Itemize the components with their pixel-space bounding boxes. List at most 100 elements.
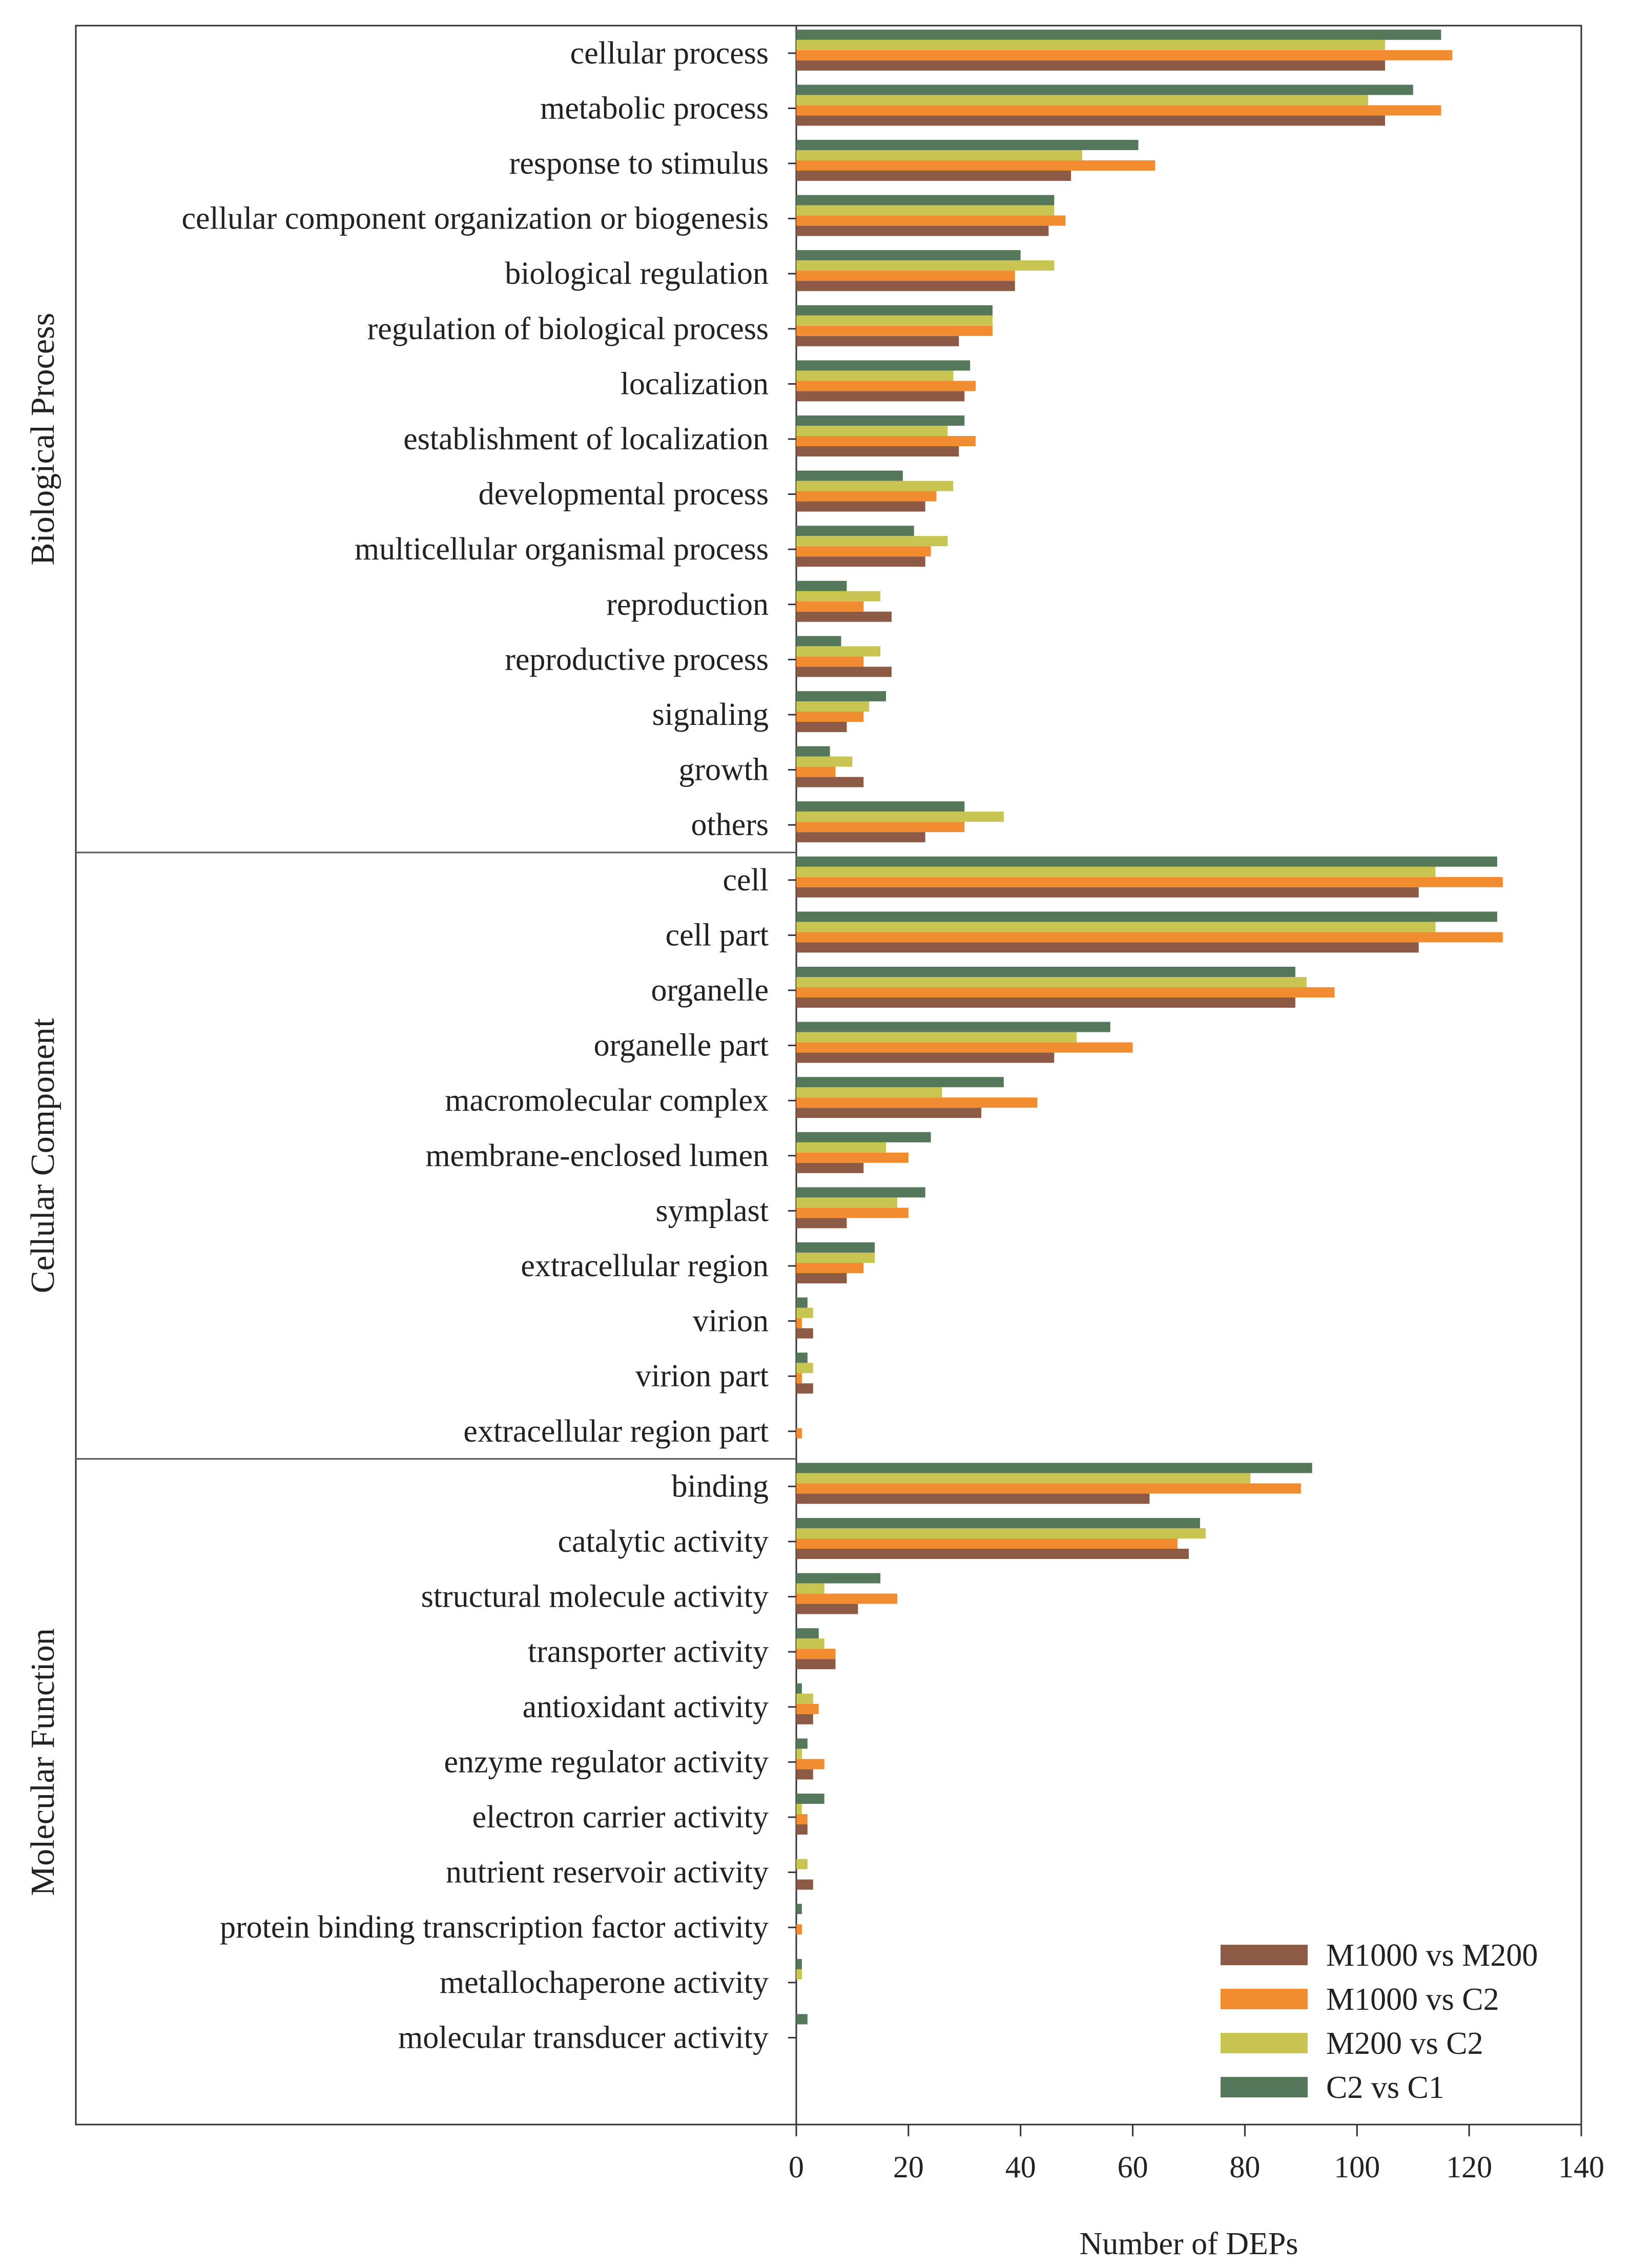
bar-c2-vs-c1 [796, 856, 1497, 867]
bar-m1000-vs-c2 [796, 766, 836, 777]
bar-c2-vs-c1 [796, 967, 1295, 977]
x-tick-label: 140 [1558, 2150, 1604, 2184]
x-tick-label: 120 [1446, 2150, 1492, 2184]
bar-m200-vs-c2 [796, 866, 1436, 877]
x-tick-label: 20 [893, 2150, 924, 2184]
group-label: Cellular Component [24, 1018, 61, 1293]
bar-c2-vs-c1 [796, 1022, 1110, 1032]
bar-m1000-vs-c2 [796, 1152, 909, 1163]
bar-m200-vs-c2 [796, 260, 1055, 271]
category-label: virion part [635, 1359, 769, 1393]
legend-label: M200 vs C2 [1326, 2026, 1483, 2061]
category-label: protein binding transcription factor act… [220, 1910, 769, 1945]
bar-m1000-vs-m200 [796, 1052, 1055, 1063]
x-tick-label: 60 [1118, 2150, 1148, 2184]
bar-m1000-vs-m200 [796, 1549, 1189, 1559]
bar-m1000-vs-c2 [796, 1483, 1301, 1494]
category-label: structural molecule activity [421, 1579, 769, 1614]
category-label: electron carrier activity [472, 1800, 769, 1835]
bar-m1000-vs-m200 [796, 997, 1295, 1008]
bar-m200-vs-c2 [796, 1638, 824, 1649]
bar-m200-vs-c2 [796, 1583, 824, 1594]
bar-m200-vs-c2 [796, 370, 954, 381]
bar-m200-vs-c2 [796, 1528, 1206, 1538]
bar-m1000-vs-c2 [796, 987, 1335, 997]
bar-c2-vs-c1 [796, 250, 1021, 261]
bar-m1000-vs-m200 [796, 446, 959, 456]
bar-c2-vs-c1 [796, 1297, 808, 1308]
legend-swatch [1221, 2077, 1308, 2097]
category-label: cellular component organization or bioge… [181, 201, 769, 236]
bar-m1000-vs-c2 [796, 601, 864, 612]
bar-m1000-vs-m200 [796, 281, 1015, 292]
bar-c2-vs-c1 [796, 746, 830, 757]
bar-c2-vs-c1 [796, 580, 847, 591]
x-tick-label: 100 [1334, 2150, 1380, 2184]
bar-c2-vs-c1 [796, 470, 903, 481]
bar-c2-vs-c1 [796, 1573, 881, 1584]
category-label: nutrient reservoir activity [446, 1855, 769, 1890]
bar-c2-vs-c1 [796, 360, 971, 371]
bar-c2-vs-c1 [796, 1187, 925, 1198]
bar-c2-vs-c1 [796, 305, 993, 316]
bar-m1000-vs-c2 [796, 105, 1441, 116]
x-tick-label: 40 [1005, 2150, 1036, 2184]
category-label: macromolecular complex [445, 1083, 769, 1118]
bar-m200-vs-c2 [796, 1363, 813, 1374]
bar-m200-vs-c2 [796, 1859, 808, 1869]
bar-c2-vs-c1 [796, 1077, 1004, 1088]
bar-m200-vs-c2 [796, 1142, 886, 1153]
legend-label: C2 vs C1 [1326, 2070, 1444, 2105]
category-label: symplast [656, 1193, 769, 1228]
bar-m200-vs-c2 [796, 39, 1385, 50]
bar-m1000-vs-m200 [796, 1714, 813, 1724]
bar-c2-vs-c1 [796, 1518, 1200, 1528]
bar-m1000-vs-m200 [796, 832, 925, 843]
bar-m200-vs-c2 [796, 95, 1369, 106]
bar-m1000-vs-m200 [796, 556, 925, 567]
bar-m200-vs-c2 [796, 1197, 897, 1208]
category-label: cell [723, 863, 769, 898]
bar-m1000-vs-m200 [796, 115, 1385, 126]
bar-m1000-vs-c2 [796, 1208, 909, 1218]
category-label: developmental process [479, 477, 769, 512]
bar-m200-vs-c2 [796, 426, 948, 436]
bar-m1000-vs-m200 [796, 1162, 864, 1173]
category-label: antioxidant activity [523, 1690, 769, 1724]
category-label: regulation of biological process [367, 311, 769, 346]
bar-m1000-vs-c2 [796, 822, 965, 833]
bar-m200-vs-c2 [796, 1032, 1077, 1043]
bar-m1000-vs-c2 [796, 1649, 836, 1659]
bar-c2-vs-c1 [796, 140, 1139, 150]
bar-c2-vs-c1 [796, 1242, 875, 1253]
bar-c2-vs-c1 [796, 85, 1413, 95]
bar-c2-vs-c1 [796, 1904, 802, 1915]
category-label: growth [678, 753, 769, 787]
bar-m1000-vs-c2 [796, 712, 864, 722]
bar-m1000-vs-c2 [796, 1924, 802, 1935]
bar-m1000-vs-m200 [796, 611, 892, 622]
category-label: cellular process [570, 36, 769, 71]
bar-m1000-vs-c2 [796, 932, 1503, 943]
category-label: extracellular region [521, 1249, 769, 1283]
bar-m1000-vs-c2 [796, 50, 1453, 60]
bar-c2-vs-c1 [796, 29, 1441, 40]
bar-c2-vs-c1 [796, 526, 914, 536]
bar-m1000-vs-m200 [796, 667, 892, 677]
bar-m1000-vs-c2 [796, 1042, 1133, 1053]
bar-m1000-vs-m200 [796, 1604, 858, 1614]
bar-c2-vs-c1 [796, 1738, 808, 1749]
category-label: binding [672, 1469, 769, 1504]
x-tick-label: 80 [1229, 2150, 1260, 2184]
category-label: metallochaperone activity [440, 1965, 769, 2000]
bar-m1000-vs-m200 [796, 1879, 813, 1890]
bar-m200-vs-c2 [796, 977, 1307, 987]
bar-c2-vs-c1 [796, 415, 965, 426]
bar-c2-vs-c1 [796, 1794, 824, 1804]
bar-m1000-vs-m200 [796, 1824, 808, 1835]
bar-c2-vs-c1 [796, 1132, 931, 1142]
bar-m200-vs-c2 [796, 1749, 802, 1759]
bar-m1000-vs-m200 [796, 1659, 836, 1670]
bar-m200-vs-c2 [796, 481, 954, 491]
